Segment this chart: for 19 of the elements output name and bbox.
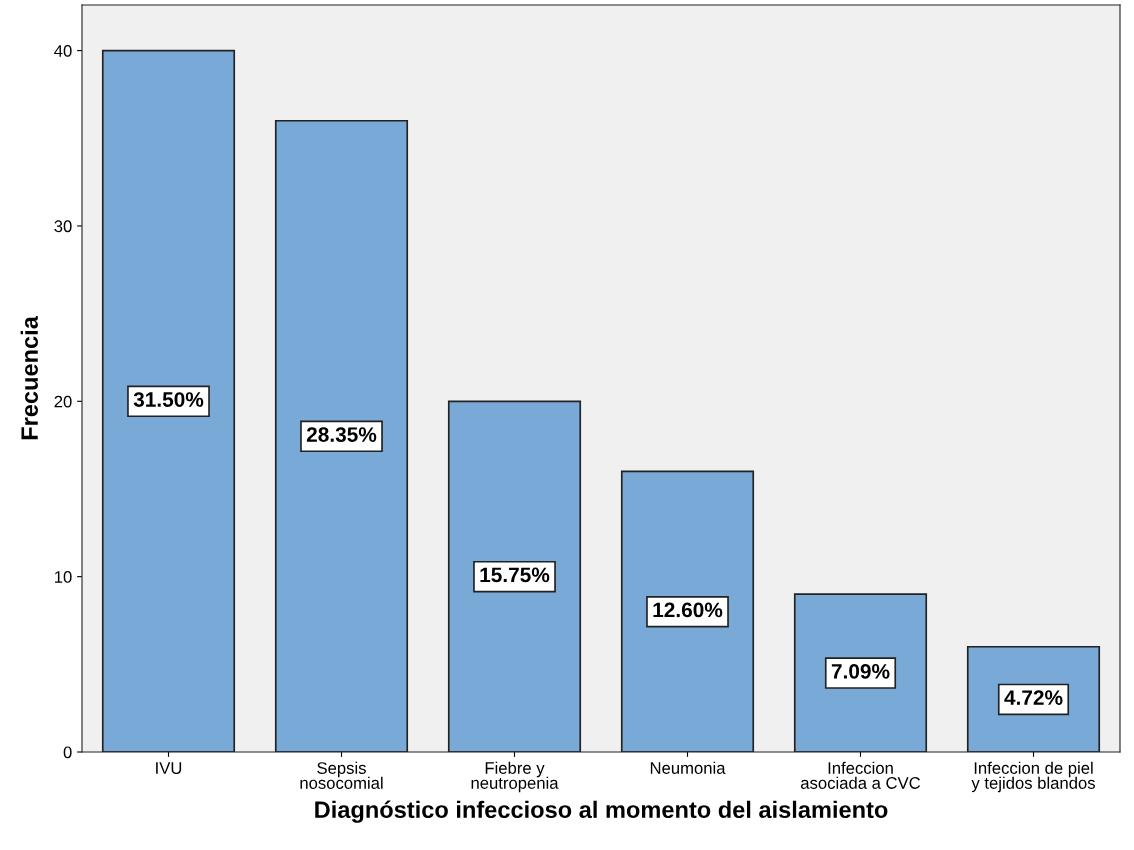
- y-axis-title: Frecuencia: [20, 316, 38, 440]
- y-tick-label: 0: [63, 746, 72, 759]
- y-tick-label: 40: [54, 44, 72, 57]
- y-tick-label: 10: [55, 571, 72, 583]
- annotation: 12.60%: [653, 602, 723, 618]
- x-tick-label: Neumonia: [650, 761, 726, 774]
- x-tick-label: Sepsis nosocomial: [300, 761, 383, 789]
- x-tick-label: Infeccion de piel y tejidos blandos: [971, 761, 1095, 793]
- annotation: 28.35%: [306, 427, 377, 442]
- y-tick-label: 30: [54, 220, 72, 233]
- annotation: 15.75%: [480, 567, 550, 583]
- y-tick-label: 20: [54, 395, 72, 408]
- x-tick-label: IVU: [156, 762, 182, 774]
- x-tick-label: Fiebre y neutropenia: [471, 761, 559, 793]
- annotation: 31.50%: [133, 392, 204, 407]
- x-tick-label: Infeccion asociada a CVC: [800, 761, 921, 789]
- x-axis-title: Diagnóstico infeccioso al momento del aislamiento: [315, 800, 888, 823]
- annotation: 7.09%: [831, 663, 890, 679]
- annotation: 4.72%: [1004, 690, 1063, 705]
